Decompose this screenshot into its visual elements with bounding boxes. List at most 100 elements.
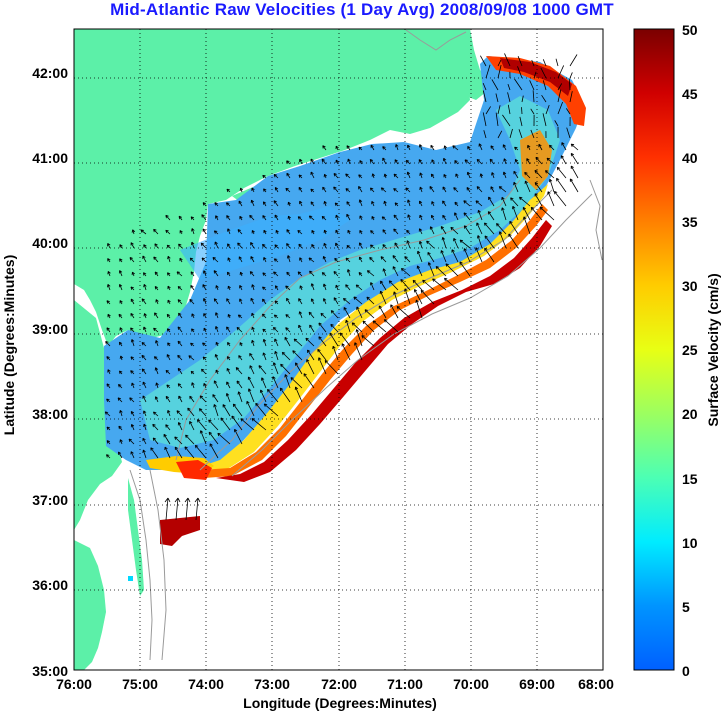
velocity-arrow	[177, 354, 183, 361]
velocity-arrow	[286, 229, 291, 235]
velocity-arrow	[431, 159, 435, 165]
velocity-arrow	[273, 258, 279, 263]
velocity-arrow	[119, 439, 123, 445]
y-tick-label: 42:00	[32, 65, 68, 81]
velocity-arrow	[430, 144, 435, 151]
y-tick-label: 39:00	[32, 321, 68, 337]
velocity-arrow	[150, 447, 159, 459]
velocity-arrow	[174, 446, 183, 459]
velocity-arrow	[131, 382, 135, 389]
velocity-arrow	[534, 181, 543, 193]
velocity-arrow	[299, 257, 303, 263]
velocity-arrow	[226, 188, 231, 193]
velocity-arrow	[418, 228, 423, 235]
velocity-arrow	[154, 367, 159, 375]
velocity-arrow	[273, 314, 279, 319]
velocity-arrow	[272, 362, 279, 375]
velocity-arrow	[545, 104, 550, 115]
velocity-arrow	[548, 144, 555, 151]
velocity-arrow	[202, 342, 207, 347]
velocity-arrow	[382, 157, 387, 165]
velocity-arrow	[142, 437, 147, 445]
velocity-arrow	[143, 313, 147, 319]
velocity-arrow	[466, 171, 471, 179]
velocity-arrow	[106, 383, 111, 389]
velocity-arrow	[358, 146, 363, 151]
velocity-arrow	[212, 256, 219, 263]
velocity-arrow	[561, 142, 567, 151]
velocity-arrow	[238, 355, 243, 361]
velocity-arrow	[318, 322, 327, 333]
velocity-arrow	[106, 426, 111, 431]
velocity-arrow	[555, 58, 559, 67]
y-tick-labels: 35:00 36:00 37:00 38:00 39:00 40:00 41:0…	[32, 65, 68, 679]
velocity-arrow	[514, 146, 519, 151]
velocity-arrow	[351, 322, 363, 333]
velocity-arrow	[430, 173, 435, 179]
velocity-arrow	[369, 187, 375, 193]
velocity-arrow	[521, 95, 524, 103]
velocity-arrow	[232, 403, 243, 417]
velocity-arrow	[388, 280, 399, 291]
velocity-arrow	[177, 286, 183, 291]
velocity-arrow	[262, 215, 267, 221]
velocity-arrow	[442, 157, 447, 165]
velocity-arrow	[310, 188, 315, 193]
velocity-arrow	[347, 158, 351, 165]
velocity-arrow	[166, 328, 171, 333]
velocity-arrow	[274, 187, 279, 193]
velocity-arrow	[279, 387, 291, 403]
velocity-arrow	[356, 306, 363, 319]
velocity-arrow	[217, 432, 231, 445]
velocity-arrow	[321, 272, 327, 277]
velocity-arrow	[208, 431, 219, 445]
velocity-arrow	[305, 337, 315, 347]
velocity-arrow	[295, 362, 303, 375]
velocity-arrow	[214, 241, 219, 249]
velocity-arrow	[362, 320, 375, 333]
velocity-arrow	[263, 229, 267, 235]
y-tick-label: 41:00	[32, 150, 68, 166]
velocity-arrow	[226, 271, 231, 277]
velocity-arrow	[202, 284, 207, 291]
velocity-arrow	[294, 386, 303, 403]
velocity-arrow	[262, 174, 267, 179]
velocity-arrow	[358, 242, 363, 249]
velocity-arrow	[390, 304, 399, 319]
velocity-arrow	[483, 222, 495, 235]
velocity-arrow	[130, 410, 135, 417]
velocity-arrow	[407, 214, 411, 221]
velocity-arrow	[440, 250, 447, 263]
velocity-arrow	[343, 307, 351, 319]
velocity-arrow	[246, 400, 255, 417]
velocity-arrow	[106, 398, 111, 403]
velocity-arrow	[530, 129, 535, 139]
velocity-arrow	[519, 116, 523, 127]
velocity-arrow	[130, 451, 135, 459]
velocity-arrow	[213, 298, 219, 305]
velocity-arrow	[354, 342, 363, 361]
velocity-arrow	[274, 350, 279, 361]
velocity-arrow	[274, 214, 279, 221]
velocity-arrow	[177, 367, 183, 375]
velocity-arrow	[527, 144, 531, 151]
velocity-arrow	[143, 423, 147, 431]
velocity-arrow	[118, 341, 123, 347]
colorbar-label: Surface Velocity (cm/s)	[705, 273, 721, 426]
velocity-arrow	[286, 160, 291, 165]
velocity-arrow	[355, 284, 363, 291]
velocity-arrow	[153, 356, 159, 361]
velocity-arrow	[237, 314, 243, 319]
velocity-arrow	[371, 173, 376, 179]
velocity-arrow	[213, 380, 219, 389]
velocity-arrow	[490, 145, 495, 151]
velocity-arrow	[379, 290, 387, 305]
velocity-arrow	[504, 53, 511, 67]
velocity-arrow	[329, 332, 339, 347]
land-virginia-carolina	[74, 540, 106, 670]
colorbar-tick-label: 5	[682, 599, 690, 615]
velocity-arrow	[188, 355, 195, 361]
velocity-arrow	[557, 65, 565, 79]
velocity-arrow	[176, 410, 183, 417]
